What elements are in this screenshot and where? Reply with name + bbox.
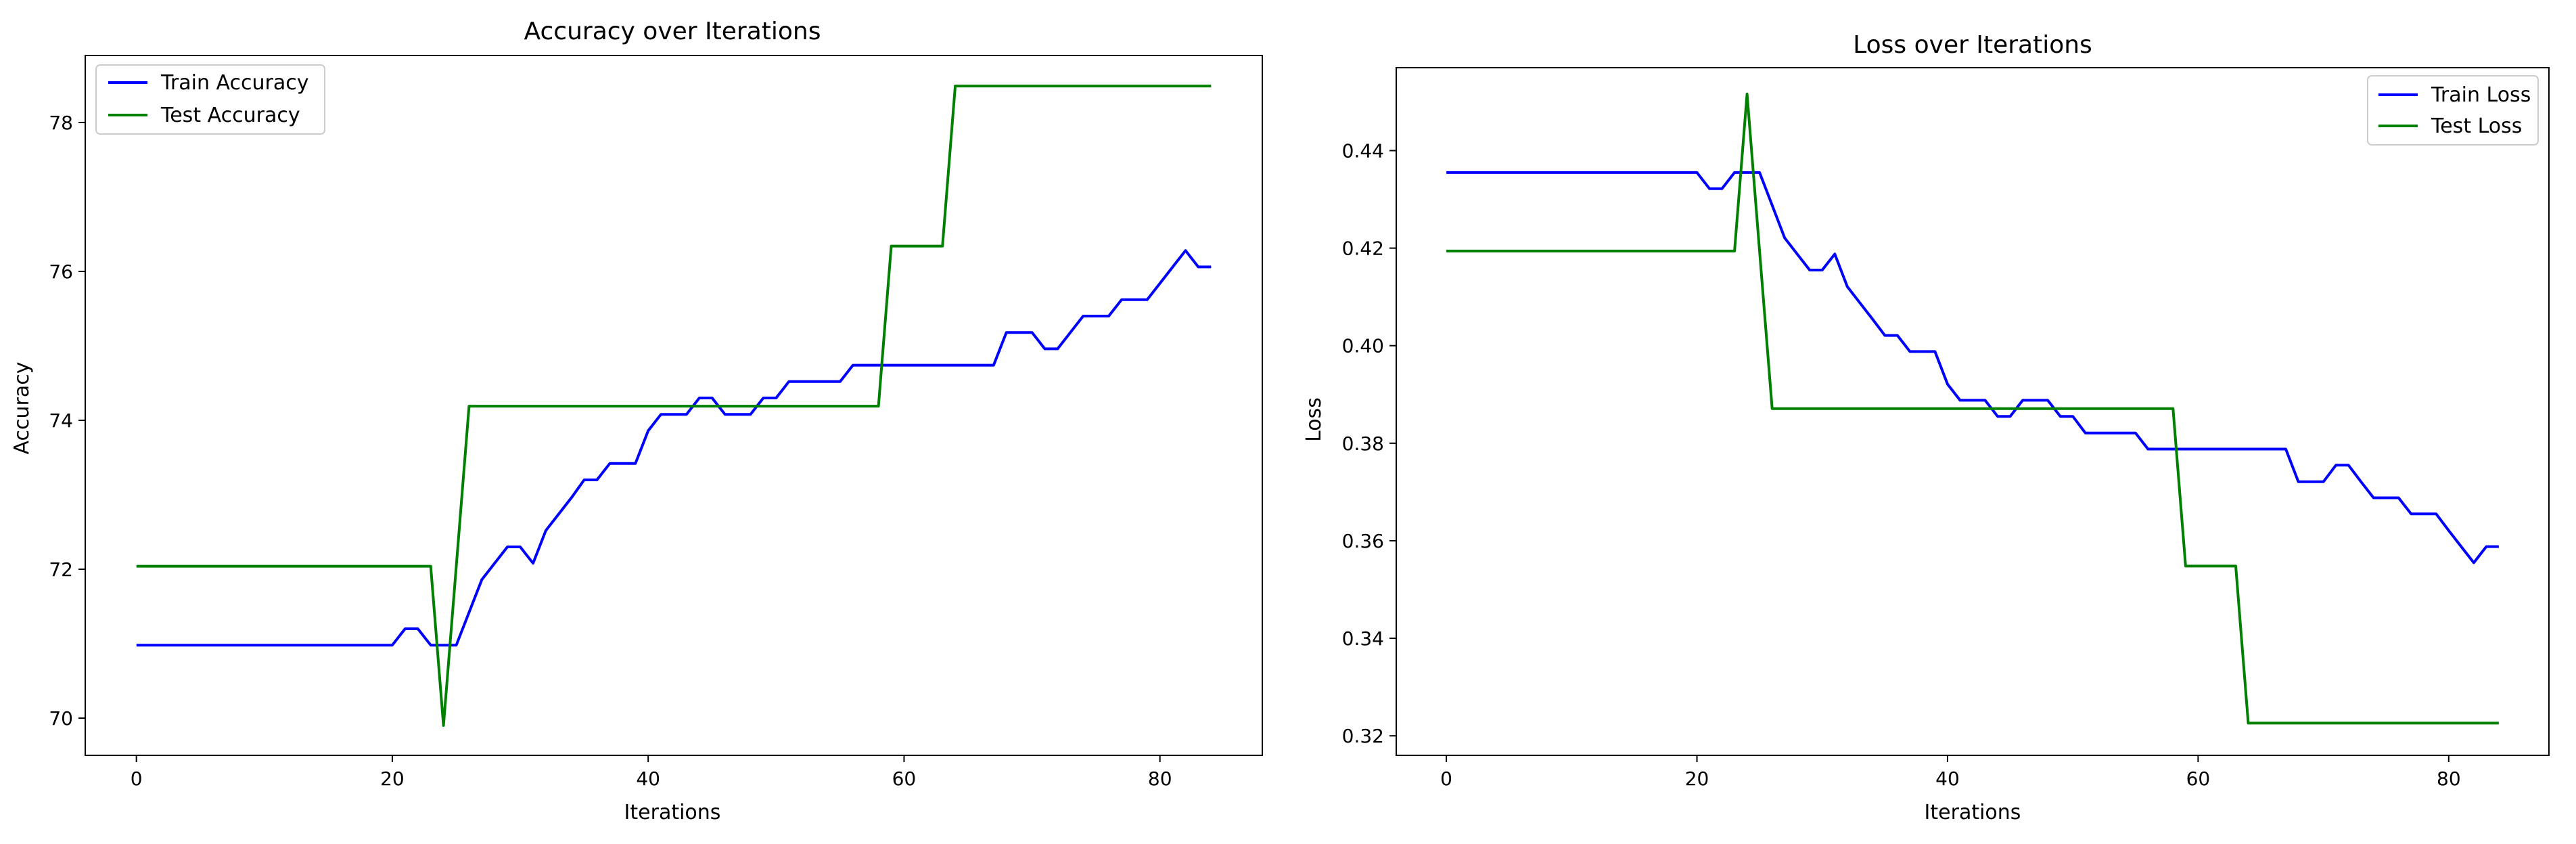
legend-label-test-accuracy: Test Accuracy: [160, 104, 300, 127]
loss-legend: Train Loss Test Loss: [2367, 75, 2539, 146]
loss-chart-title: Loss over Iterations: [1853, 31, 2092, 59]
legend-label-train-loss: Train Loss: [2431, 83, 2531, 107]
accuracy-y-axis-label: Accuracy: [10, 362, 34, 455]
legend-label-train-accuracy: Train Accuracy: [160, 71, 308, 95]
accuracy-y-tick-label: 78: [49, 112, 73, 134]
accuracy-x-tick-label: 60: [892, 768, 917, 790]
loss-y-tick-label: 0.32: [1342, 725, 1384, 747]
series-line-train-accuracy: [136, 249, 1212, 647]
loss-y-axis-label: Loss: [1302, 397, 1326, 442]
loss-y-tick-label: 0.42: [1342, 238, 1384, 260]
accuracy-x-tick-label: 0: [131, 768, 143, 790]
loss-y-tick-label: 0.34: [1342, 627, 1384, 650]
accuracy-legend: Train Accuracy Test Accuracy: [95, 64, 325, 135]
legend-label-test-loss: Test Loss: [2431, 114, 2522, 138]
loss-y-tick-label: 0.38: [1342, 432, 1384, 455]
loss-x-axis-label: Iterations: [1925, 801, 2021, 824]
loss-y-tick-label: 0.36: [1342, 530, 1384, 552]
loss-plot-frame: [1396, 67, 2550, 756]
loss-chart: Loss over Iterations Iterations Loss 0 20…: [1302, 31, 2550, 824]
accuracy-chart-title: Accuracy over Iterations: [524, 18, 821, 45]
loss-x-tick-label: 80: [2437, 768, 2461, 790]
loss-x-tick-label: 60: [2186, 768, 2211, 790]
accuracy-y-tick-label: 76: [49, 261, 73, 283]
loss-x-tick-label: 40: [1935, 768, 1960, 790]
accuracy-x-tick-label: 20: [380, 768, 405, 790]
loss-series: [1446, 92, 2499, 725]
accuracy-plot-frame: [85, 55, 1263, 756]
loss-x-tick-label: 0: [1440, 768, 1452, 790]
loss-y-tick-label: 0.44: [1342, 139, 1384, 162]
loss-ticks: 0 20 40 60 80 0.32 0.34 0.36 0.38 0.40 0.42 0.44: [1342, 139, 2461, 790]
accuracy-x-tick-label: 40: [636, 768, 660, 790]
series-line-train-loss: [1446, 171, 2499, 564]
accuracy-x-tick-label: 80: [1148, 768, 1172, 790]
series-line-test-loss: [1446, 92, 2499, 725]
accuracy-x-axis-label: Iterations: [624, 801, 721, 824]
accuracy-y-tick-label: 70: [49, 707, 73, 730]
series-line-test-accuracy: [136, 85, 1212, 727]
accuracy-legend-box: [95, 64, 325, 135]
accuracy-chart: Accuracy over Iterations Iterations Accu…: [10, 18, 1263, 824]
loss-x-tick-label: 20: [1685, 768, 1709, 790]
loss-y-tick-label: 0.40: [1342, 335, 1384, 357]
accuracy-y-tick-label: 72: [49, 558, 73, 581]
accuracy-ticks: 0 20 40 60 80 70 72 74 76 78: [49, 112, 1172, 790]
accuracy-series: [136, 85, 1212, 727]
loss-legend-box: [2367, 75, 2539, 146]
accuracy-y-tick-label: 74: [49, 409, 73, 432]
